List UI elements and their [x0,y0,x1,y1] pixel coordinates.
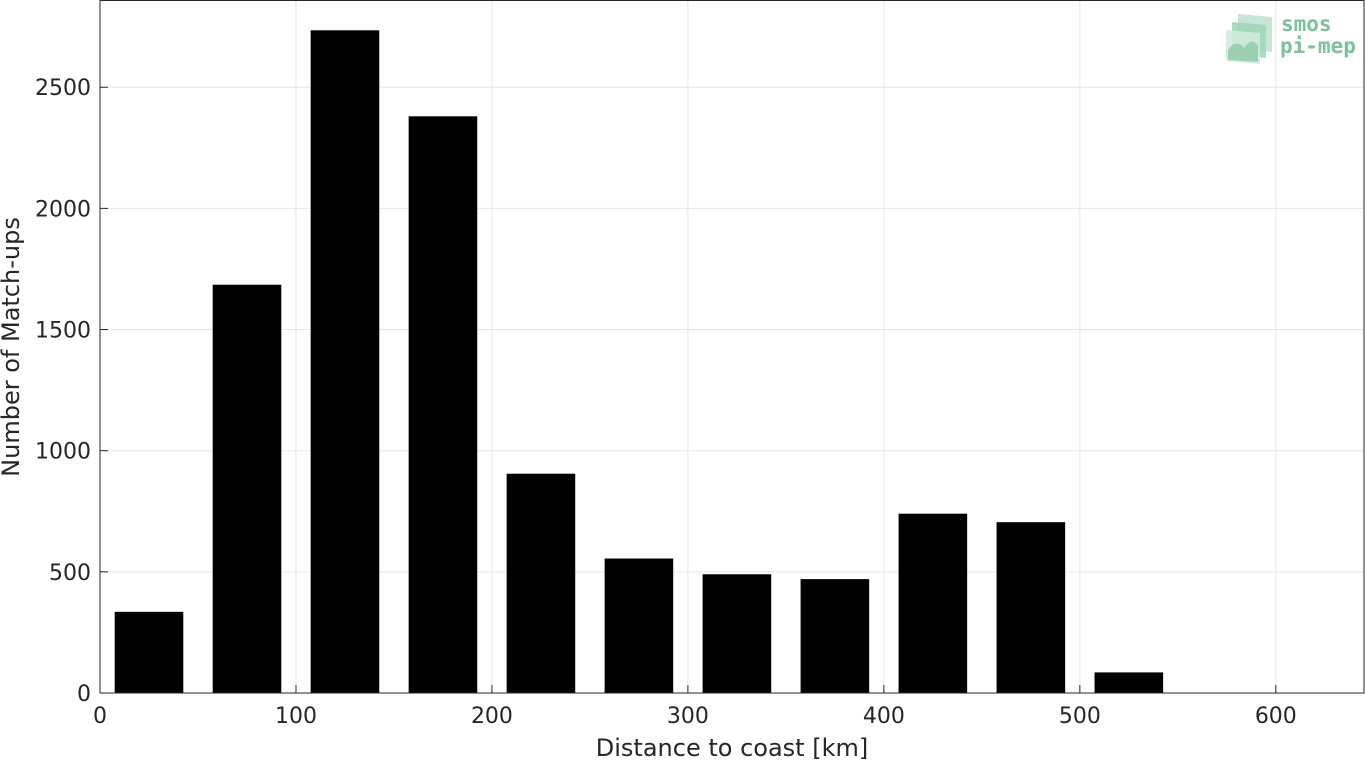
y-tick-labels: 0 500 1000 1500 2000 2500 [35,76,108,707]
histogram-bar [506,473,576,693]
histogram-bar [114,611,184,693]
histogram-bar [310,30,380,694]
histogram-bar [702,574,772,693]
histogram-bar [604,558,674,693]
y-tick-label: 1500 [35,319,91,344]
histogram-bar [212,284,282,693]
x-tick-label: 400 [863,704,905,729]
x-tick-label: 500 [1059,704,1101,729]
logo-line-pimep: pi-mep [1280,34,1356,58]
histogram-bar [996,522,1066,693]
x-tick-label: 0 [93,704,107,729]
logo-line-smos: smos [1281,12,1332,36]
y-tick-label: 1000 [35,440,91,465]
x-tick-label: 200 [471,704,513,729]
y-tick-label: 0 [77,682,91,707]
bars [114,30,1164,694]
y-tick-label: 2500 [35,76,91,101]
histogram-bar [408,116,478,694]
histogram-bar [1094,672,1164,693]
logo-layers-icon [1226,14,1272,64]
x-tick-label: 600 [1255,704,1297,729]
y-tick-label: 2000 [35,197,91,222]
plot-frame [99,0,1365,694]
x-tick-label: 300 [667,704,709,729]
y-axis-label: Number of Match-ups [0,217,25,477]
x-tick-label: 100 [275,704,317,729]
x-tick-labels: 0 100 200 300 400 500 600 [93,685,1297,729]
histogram-bar [898,513,968,693]
x-axis-label: Distance to coast [km] [596,734,868,761]
y-tick-label: 500 [49,561,91,586]
histogram-bar [800,579,870,693]
smos-pimep-logo: smos pi-mep [1226,12,1356,64]
